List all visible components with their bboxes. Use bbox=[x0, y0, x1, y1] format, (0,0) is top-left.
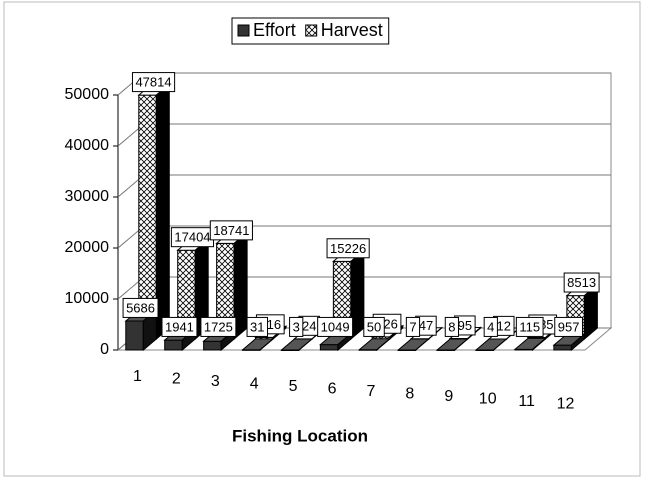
data-label: 3 bbox=[293, 319, 300, 334]
bar-side bbox=[298, 337, 313, 352]
x-tick-label: 6 bbox=[328, 381, 337, 398]
x-tick-label: 8 bbox=[405, 386, 414, 403]
data-label-box bbox=[161, 316, 198, 337]
data-label: 18741 bbox=[213, 223, 249, 238]
bar-side bbox=[531, 337, 546, 352]
y-tick-label: 40000 bbox=[65, 137, 110, 154]
legend-swatch bbox=[237, 24, 250, 37]
y-tick-label: 20000 bbox=[65, 239, 110, 256]
bar bbox=[396, 337, 431, 352]
bar-front bbox=[553, 344, 572, 351]
x-tick-label: 3 bbox=[211, 373, 220, 390]
data-label-box bbox=[209, 220, 253, 241]
data-label: 17404 bbox=[174, 230, 210, 245]
data-label: 12 bbox=[497, 318, 511, 333]
bar-side bbox=[415, 337, 430, 352]
data-label-box bbox=[563, 272, 600, 293]
data-label-box bbox=[554, 316, 583, 337]
data-label: 1941 bbox=[165, 319, 194, 334]
data-label-box bbox=[363, 316, 385, 337]
bar bbox=[357, 337, 392, 352]
bar bbox=[241, 337, 275, 352]
data-label: 5686 bbox=[126, 300, 155, 315]
bar-side bbox=[493, 337, 508, 352]
y-tick-label: 10000 bbox=[65, 290, 110, 307]
x-axis-title: Fishing Location bbox=[232, 426, 368, 445]
bar-side bbox=[570, 333, 585, 352]
bar-front bbox=[164, 339, 183, 351]
legend-swatch bbox=[305, 24, 318, 37]
bar bbox=[137, 83, 171, 341]
data-label: 1725 bbox=[204, 319, 233, 334]
data-label-box bbox=[200, 316, 237, 337]
data-label: 24 bbox=[302, 318, 316, 333]
data-label: 8 bbox=[448, 319, 455, 334]
data-label: 7 bbox=[409, 319, 416, 334]
data-label-box bbox=[515, 316, 544, 337]
bar-side bbox=[337, 332, 352, 352]
legend-label: Harvest bbox=[321, 20, 383, 40]
data-label: 50 bbox=[367, 319, 381, 334]
data-label: 31 bbox=[250, 319, 264, 334]
y-tick-label: 30000 bbox=[65, 188, 110, 205]
legend-label: Effort bbox=[253, 20, 296, 40]
bar-side bbox=[376, 337, 391, 352]
data-label: 957 bbox=[558, 319, 580, 334]
data-label-box bbox=[246, 316, 269, 337]
y-tick-label: 50000 bbox=[65, 86, 110, 103]
x-tick-label: 11 bbox=[518, 393, 535, 410]
x-tick-label: 10 bbox=[479, 391, 497, 408]
data-label-box bbox=[326, 238, 370, 259]
back-wall bbox=[143, 72, 612, 329]
bar-front bbox=[125, 320, 144, 351]
x-tick-label: 9 bbox=[444, 388, 453, 405]
data-label-box bbox=[122, 297, 159, 318]
x-tick-label: 5 bbox=[289, 378, 298, 395]
data-label-box bbox=[483, 316, 498, 337]
bar bbox=[435, 337, 469, 352]
data-label: 47814 bbox=[135, 75, 171, 90]
x-tick-label: 2 bbox=[172, 371, 181, 388]
data-label: 1049 bbox=[321, 319, 350, 334]
bar-front bbox=[203, 340, 222, 351]
data-label: 15226 bbox=[330, 241, 366, 256]
data-label: 47 bbox=[419, 318, 433, 333]
bar bbox=[474, 337, 508, 352]
data-label-box bbox=[405, 316, 421, 337]
bar-side bbox=[259, 337, 274, 352]
legend: Effort Harvest bbox=[231, 17, 390, 45]
data-label: 95 bbox=[458, 318, 472, 333]
bar bbox=[513, 337, 547, 352]
data-label: 4 bbox=[487, 319, 494, 334]
data-label-box bbox=[444, 316, 459, 337]
data-label-box bbox=[131, 72, 176, 93]
bar-side bbox=[454, 337, 469, 352]
data-label: 8513 bbox=[567, 275, 596, 290]
bar bbox=[280, 337, 314, 352]
x-tick-label: 12 bbox=[557, 396, 575, 413]
bar bbox=[176, 238, 210, 341]
data-label: 115 bbox=[519, 319, 540, 334]
y-tick-label: 0 bbox=[100, 341, 109, 358]
bar-front bbox=[319, 344, 339, 351]
data-label-box bbox=[317, 316, 354, 337]
bar bbox=[215, 231, 249, 341]
x-tick-label: 7 bbox=[367, 383, 376, 400]
x-tick-label: 4 bbox=[250, 376, 259, 393]
x-tick-label: 1 bbox=[133, 368, 142, 385]
data-label-box bbox=[289, 316, 304, 337]
